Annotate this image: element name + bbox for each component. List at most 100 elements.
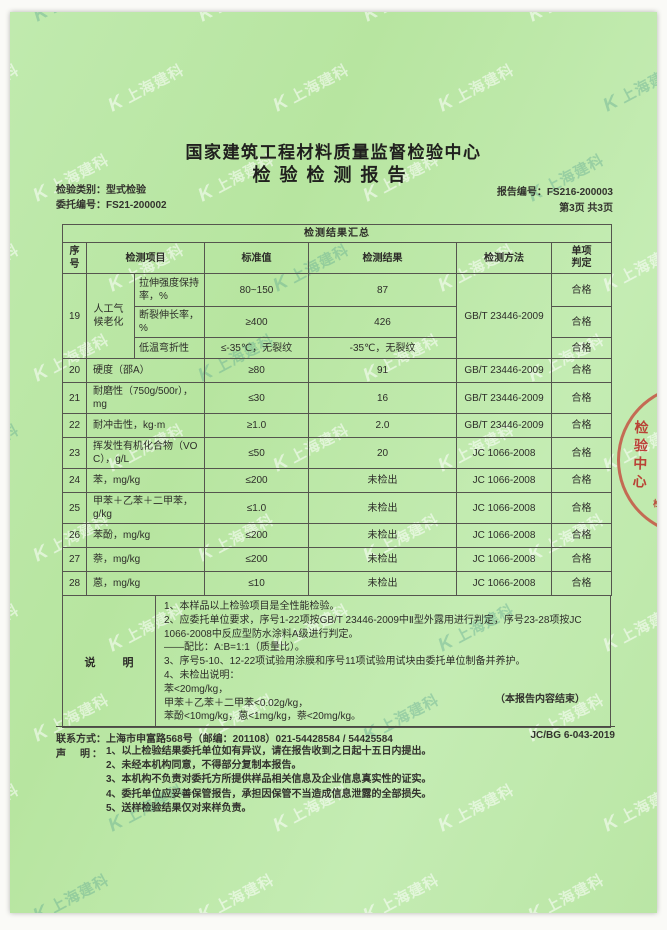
- cell-standard: ≤200: [204, 547, 309, 572]
- cell-judge: 合格: [550, 547, 613, 572]
- header-result: 检测结果: [308, 242, 457, 274]
- cell-no: 19: [62, 273, 87, 359]
- cell-standard: ≥80: [204, 358, 309, 383]
- cell-result: 未检出: [308, 468, 457, 493]
- cell-result: 87: [308, 273, 457, 307]
- cell-method: JC 1066-2008: [456, 468, 552, 493]
- cell-method: GB/T 23446-2009: [456, 413, 552, 438]
- report-number: 报告编号：FS216-200003: [497, 185, 613, 201]
- notes-label: 说 明: [63, 596, 156, 728]
- cell-standard: ≤200: [204, 523, 309, 548]
- cell-judge: 合格: [550, 523, 613, 548]
- statement-line: 1、以上检验结果委托单位如有异议，请在报告收到之日起十五日内提出。: [106, 746, 432, 757]
- cell-judge: 合格: [550, 382, 613, 414]
- cell-standard: ≤-35℃，无裂纹: [204, 337, 309, 359]
- note-line: 甲苯＋乙苯＋二甲苯<0.02g/kg，: [164, 697, 309, 709]
- report-no-value: FS216-200003: [546, 187, 613, 198]
- cell-item: 甲苯＋乙苯＋二甲苯，g/kg: [86, 492, 205, 524]
- cell-result: 未检出: [308, 523, 457, 548]
- cell-no: 28: [62, 571, 87, 596]
- center-name-title: 国家建筑工程材料质量监督检验中心: [185, 143, 482, 162]
- summary-title-cell: 检测结果汇总: [61, 224, 613, 243]
- statement-line: 3、本机构不负责对委托方所提供样品相关信息及企业信息真实性的证实。: [106, 774, 432, 786]
- cell-method: JC 1066-2008: [456, 492, 552, 524]
- note-line: ——配比：A:B=1:1（质量比）。: [164, 642, 305, 654]
- note-line: 4、未检出说明：: [164, 669, 240, 681]
- cell-item: 蒽，mg/kg: [86, 571, 205, 596]
- cell-item: 苯酚，mg/kg: [86, 523, 205, 548]
- cell-standard: ≤1.0: [204, 492, 309, 524]
- report-end-note: （本报告内容结束）: [495, 694, 585, 705]
- cell-item: 耐磨性（750g/500r），mg: [86, 382, 205, 414]
- statement-line: 5、送样检验结果仅对来样负责。: [106, 802, 252, 814]
- report-no-label: 报告编号：: [496, 187, 547, 198]
- cell-standard: ≤10: [204, 571, 309, 596]
- statement-label: 声 明：: [56, 749, 104, 760]
- cell-judge: 合格: [550, 273, 613, 307]
- category-label: 检验类别：: [56, 185, 106, 196]
- header-item: 检测项目: [86, 242, 205, 274]
- meta-left: 检验类别：型式检验 委托编号：FS21-200002: [56, 183, 167, 213]
- cell-method: GB/T 23446-2009: [456, 358, 552, 383]
- stamp-sub-text: 检测: [652, 498, 657, 510]
- cell-method: JC 1066-2008: [456, 547, 552, 572]
- cell-result: 16: [308, 382, 457, 414]
- statement-line: 4、委托单位应妥善保管报告，承担因保管不当造成信息泄露的全部损失。: [106, 788, 432, 800]
- cell-judge: 合格: [550, 492, 613, 524]
- header-judge-text: 单项判定: [571, 246, 592, 269]
- cell-judge: 合格: [550, 413, 613, 438]
- cell-result: -35℃，无裂纹: [308, 337, 457, 359]
- header-standard: 标准值: [204, 242, 309, 274]
- page-indicator: 第3页 共3页: [559, 202, 613, 214]
- note-line: 1、本样品以上检验项目是全性能检验。: [164, 601, 340, 612]
- cell-no: 22: [62, 413, 87, 438]
- notes-section: 说 明 1、本样品以上检验项目是全性能检验。 2、应委托单位要求，序号1-22项按…: [62, 595, 611, 729]
- note-line: 苯<20mg/kg，: [164, 683, 229, 695]
- cell-item: 苯，mg/kg: [86, 468, 205, 493]
- cell-method: JC 1066-2008: [456, 571, 552, 596]
- cell-judge: 合格: [550, 437, 613, 469]
- header-no: 序号: [62, 242, 87, 274]
- category-value: 型式检验: [106, 185, 146, 196]
- meta-right: 报告编号：FS216-200003 第3页 共3页: [497, 185, 613, 216]
- cell-no: 27: [62, 547, 87, 572]
- cell-standard: ≥1.0: [204, 413, 309, 438]
- report-content: 国家建筑工程材料质量监督检验中心 检验检测报告 检验类别：型式检验 委托编号：F…: [10, 12, 657, 913]
- cell-no: 25: [62, 492, 87, 524]
- cell-judge: 合格: [550, 571, 613, 596]
- cell-result: 2.0: [308, 413, 457, 438]
- cell-result: 20: [308, 437, 457, 469]
- statement-block: 声 明： 1、以上检验结果委托单位如有异议，请在报告收到之日起十五日内提出。 2、…: [56, 745, 615, 816]
- cell-standard: 80~150: [204, 273, 309, 307]
- note-line: 3、序号5-10、12-22项试验用涂膜和序号11项试验用试块由委托单位制备并养…: [164, 656, 526, 668]
- note-line: 2、应委托单位要求，序号1-22项按GB/T 23446-2009中Ⅱ型外露用进…: [164, 614, 582, 640]
- entrust-number: 委托编号：FS21-200002: [56, 198, 167, 213]
- cell-judge: 合格: [550, 358, 613, 383]
- group-item-text: 人工气候老化: [93, 304, 124, 328]
- cell-item: 挥发性有机化合物（VOC），g/L: [86, 437, 205, 469]
- cell-no: 23: [62, 437, 87, 469]
- cell-judge: 合格: [550, 306, 613, 338]
- cell-result: 未检出: [308, 492, 457, 524]
- inspection-category: 检验类别：型式检验: [56, 183, 167, 198]
- cell-standard: ≤200: [204, 468, 309, 493]
- cell-no: 26: [62, 523, 87, 548]
- cell-subitem: 低温弯折性: [134, 337, 205, 359]
- note-line: 苯酚<10mg/kg，蒽<1mg/kg，萘<20mg/kg。: [164, 711, 362, 723]
- cell-item: 萘，mg/kg: [86, 547, 205, 572]
- contact-info: 联系方式：上海市申富路568号（邮编：201108）021-54428584 /…: [56, 734, 393, 745]
- cell-judge: 合格: [550, 468, 613, 493]
- stamp-text: 检验中心: [631, 419, 650, 493]
- cell-result: 91: [308, 358, 457, 383]
- cell-no: 24: [62, 468, 87, 493]
- cell-method: GB/T 23446-2009: [456, 382, 552, 414]
- results-table-wrap: 检测结果汇总 序号 检测项目 标准值 检测结果 检测方法 单项判定 19 人工气…: [61, 224, 613, 729]
- statement-line: 2、未经本机构同意，不得部分复制本报告。: [106, 760, 302, 772]
- cell-method: GB/T 23446-2009: [456, 273, 552, 359]
- cell-subitem: 断裂伸长率，%: [134, 306, 205, 338]
- cell-item: 硬度（邵A）: [86, 358, 205, 383]
- report-title: 检验检测报告: [252, 165, 415, 185]
- cell-standard: ≤50: [204, 437, 309, 469]
- cell-standard: ≥400: [204, 306, 309, 338]
- cell-method: JC 1066-2008: [456, 437, 552, 469]
